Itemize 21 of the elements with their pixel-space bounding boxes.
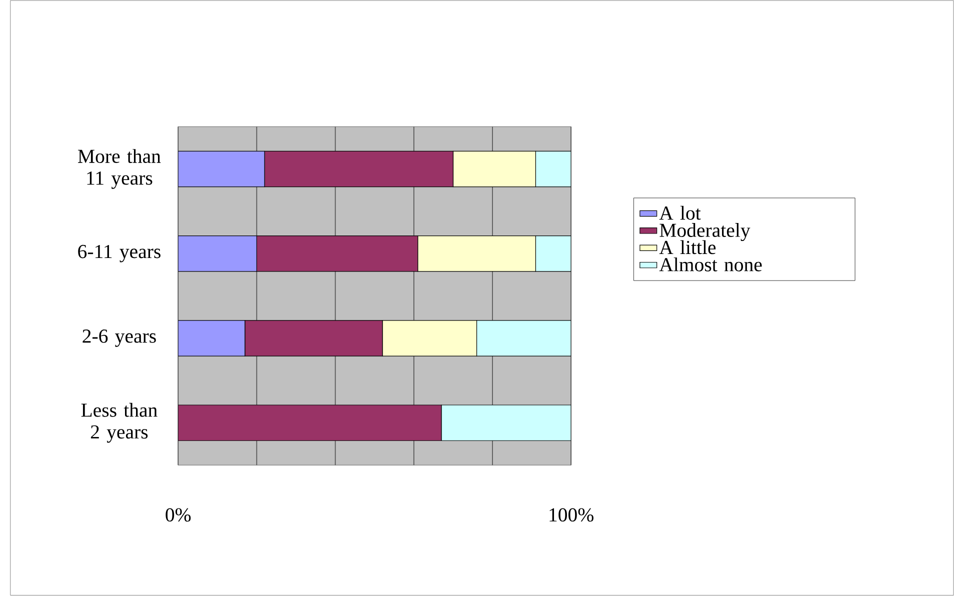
bar [264,150,454,188]
x-tick-label: 100% [550,508,594,522]
bar [178,236,258,272]
bar [535,236,572,272]
bar [535,150,572,188]
y-tick-label: 2-6 years [82,330,156,348]
legend-label: A lot [659,206,701,220]
bar [244,320,383,356]
y-tick-label: 6-11 years [78,245,160,262]
bar [178,320,246,356]
bar [178,404,442,442]
x-tick-label: 0% [166,508,191,522]
legend-label: A little [659,240,716,254]
y-tick-label: Less than 2 years [81,403,158,443]
bar [441,404,572,442]
bar [178,150,265,188]
bar [476,320,572,356]
legend-label: Moderately [660,223,750,242]
y-tick-label: More than 11 years [78,149,161,189]
bar [256,236,418,272]
legend-label: Almost none [659,258,762,272]
